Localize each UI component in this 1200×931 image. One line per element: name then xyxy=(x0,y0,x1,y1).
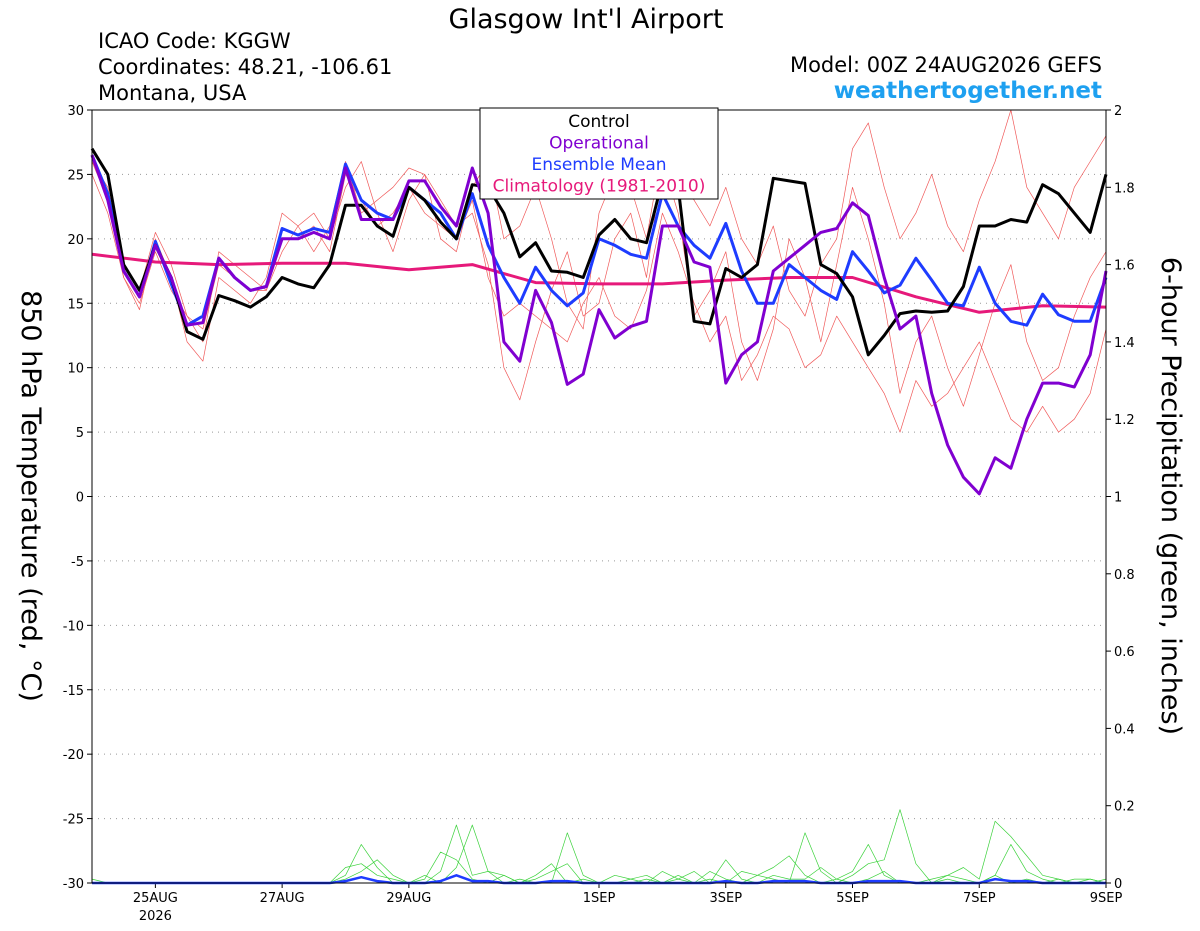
y2-tick-label: 0.8 xyxy=(1114,568,1135,583)
y2-tick-label: 1.6 xyxy=(1114,259,1135,274)
legend-entry: Control xyxy=(568,112,629,132)
x-tick-label: 1SEP xyxy=(583,891,616,906)
series-line xyxy=(91,252,1107,314)
legend-entry: Climatology (1981-2010) xyxy=(493,177,706,197)
y-tick-label: 0 xyxy=(76,491,84,506)
y2-tick-label: 0.2 xyxy=(1114,800,1135,815)
y2-tick-label: 0.6 xyxy=(1114,645,1135,660)
site-text: weathertogether.net xyxy=(834,78,1102,104)
info-text: ICAO Code: KGGW xyxy=(98,29,291,53)
y2-tick-label: 0.4 xyxy=(1114,722,1135,737)
y-tick-label: 15 xyxy=(67,297,84,312)
y-tick-label: -5 xyxy=(71,555,84,570)
y-tick-label: -30 xyxy=(63,877,84,892)
y-tick-label: 5 xyxy=(76,426,84,441)
y2-tick-label: 1.4 xyxy=(1114,336,1135,351)
y2-axis-label: 6-hour Precipitation (green, inches) xyxy=(1155,257,1186,735)
y-tick-label: -10 xyxy=(63,619,84,634)
y-tick-label: 10 xyxy=(67,362,84,377)
x-tick-label: 3SEP xyxy=(709,891,742,906)
y2-tick-label: 0 xyxy=(1114,877,1122,892)
legend-entry: Ensemble Mean xyxy=(531,155,666,175)
model-text: Model: 00Z 24AUG2026 GEFS xyxy=(790,53,1102,77)
y2-tick-label: 2 xyxy=(1114,104,1122,119)
member-line xyxy=(91,109,1107,343)
member-line xyxy=(91,161,1107,433)
y-tick-label: -25 xyxy=(63,813,84,828)
info-text: Montana, USA xyxy=(98,81,247,105)
series-line xyxy=(90,154,1108,496)
chart-title: Glasgow Int'l Airport xyxy=(449,4,724,35)
y2-tick-label: 1.2 xyxy=(1114,413,1135,428)
x-tick-label: 27AUG xyxy=(260,891,305,906)
x-tick-label: 25AUG xyxy=(133,891,178,906)
y2-tick-label: 1.8 xyxy=(1114,181,1135,196)
y-tick-label: 20 xyxy=(67,233,84,248)
x-tick-label: 7SEP xyxy=(963,891,996,906)
y-tick-label: 25 xyxy=(67,168,84,183)
x-tick-label: 29AUG xyxy=(386,891,431,906)
y-tick-label: -20 xyxy=(63,748,84,763)
y-axis-label: 850 hPa Temperature (red, °C) xyxy=(15,290,46,702)
legend-box xyxy=(479,107,719,200)
legend-entry: Operational xyxy=(549,134,649,154)
info-text: Coordinates: 48.21, -106.61 xyxy=(98,55,392,79)
y-tick-label: -15 xyxy=(63,684,84,699)
x-tick-label: 5SEP xyxy=(836,891,869,906)
x-tick-label: 9SEP xyxy=(1090,891,1123,906)
series-line xyxy=(90,147,1108,357)
year-label: 2026 xyxy=(139,909,172,924)
y-tick-label: 30 xyxy=(67,104,84,119)
y2-tick-label: 1 xyxy=(1114,491,1122,506)
